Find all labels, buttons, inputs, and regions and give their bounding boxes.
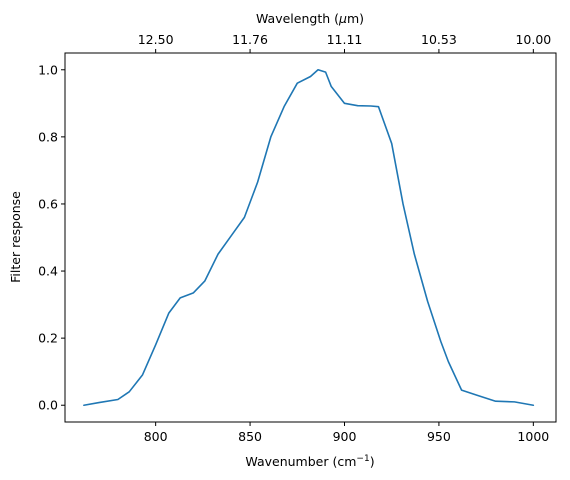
y-axis-title: Filter response: [8, 191, 23, 283]
x-tick-label: 1000: [517, 429, 549, 444]
x-axis-title: Wavenumber (cm−1): [245, 454, 374, 469]
y-tick-label: 0.2: [38, 331, 58, 346]
y-tick-label: 1.0: [38, 62, 58, 77]
top-x-tick-label: 12.50: [138, 32, 174, 47]
y-tick-label: 0.8: [38, 129, 58, 144]
x-tick-label: 800: [144, 429, 168, 444]
top-x-tick-label: 10.00: [515, 32, 551, 47]
x-axis-bottom: 800 850 900 950 1000: [144, 422, 549, 444]
y-tick-label: 0.4: [38, 264, 58, 279]
y-tick-label: 0.6: [38, 196, 58, 211]
top-axis-title: Wavelength (μm): [256, 11, 364, 26]
x-tick-label: 850: [238, 429, 262, 444]
top-x-tick-label: 10.53: [421, 32, 457, 47]
series-group: [83, 68, 535, 407]
top-x-tick-label: 11.76: [232, 32, 268, 47]
y-tick-label: 0.0: [38, 398, 58, 413]
y-axis: 0.0 0.2 0.4 0.6 0.8 1.0: [38, 62, 65, 413]
plot-frame: [64, 52, 557, 423]
filter-response-line: [83, 68, 535, 407]
x-tick-label: 950: [427, 429, 451, 444]
x-axis-top: 12.50 11.76 11.11 10.53 10.00: [138, 32, 551, 53]
top-x-tick-label: 11.11: [327, 32, 363, 47]
x-tick-label: 900: [333, 429, 357, 444]
